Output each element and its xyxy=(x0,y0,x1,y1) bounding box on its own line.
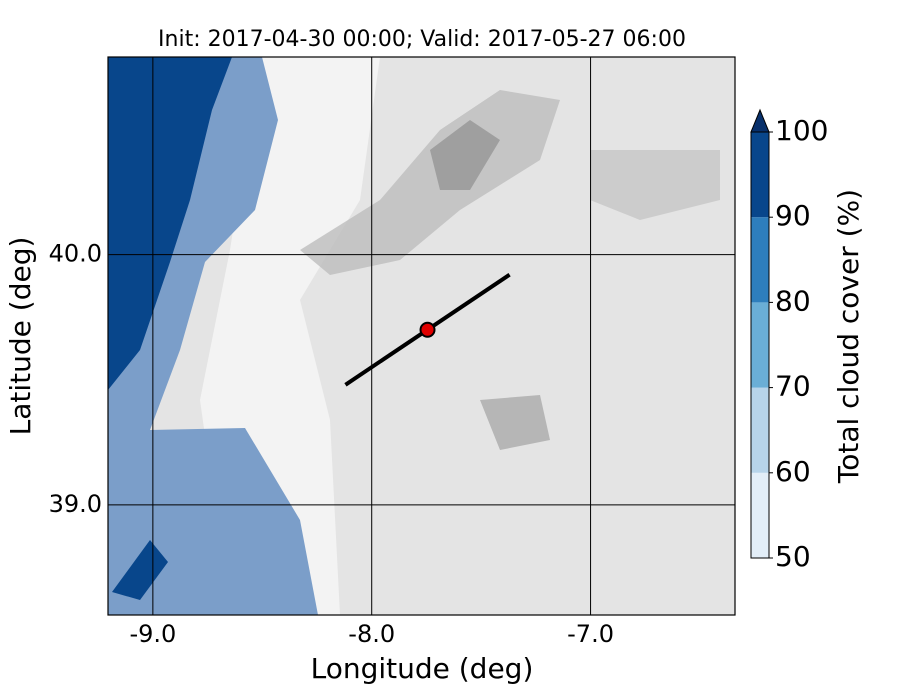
ridge-east xyxy=(590,150,720,220)
hill xyxy=(480,395,550,450)
colorbar-band xyxy=(751,472,769,558)
colorbar-label: Total cloud cover (%) xyxy=(832,189,865,484)
map-background xyxy=(108,57,735,615)
plot-frame xyxy=(107,56,736,616)
x-tick-label: -8.0 xyxy=(348,620,395,648)
y-axis-label: Latitude (deg) xyxy=(4,237,37,436)
colorbar-tick-label: 60 xyxy=(775,455,811,488)
colorbar-tick-label: 80 xyxy=(775,284,811,317)
location-point xyxy=(419,321,436,338)
cloud-90 xyxy=(108,57,232,390)
colorbar-band xyxy=(751,217,769,303)
colorbar-tick-label: 100 xyxy=(775,114,828,147)
colorbar-extend xyxy=(750,108,770,133)
x-tick-label: -7.0 xyxy=(567,620,614,648)
colorbar-tick-label: 90 xyxy=(775,199,811,232)
colorbar-tick-label: 70 xyxy=(775,370,811,403)
x-tick-label: -9.0 xyxy=(129,620,176,648)
colorbar-band xyxy=(751,302,769,388)
map-title: Init: 2017-04-30 00:00; Valid: 2017-05-2… xyxy=(158,27,686,52)
colorbar-band xyxy=(751,387,769,473)
y-tick-label: 39.0 xyxy=(49,490,102,518)
ridge xyxy=(300,90,560,275)
y-tick-label: 40.0 xyxy=(49,240,102,268)
colorbar-band xyxy=(751,132,769,218)
x-axis-label: Longitude (deg) xyxy=(311,652,534,685)
ridge-peak xyxy=(430,120,500,190)
cloud-90-south xyxy=(112,540,168,600)
graticule xyxy=(108,57,735,615)
colorbar-tick-label: 50 xyxy=(775,540,811,573)
colorbar-frame xyxy=(750,131,770,559)
